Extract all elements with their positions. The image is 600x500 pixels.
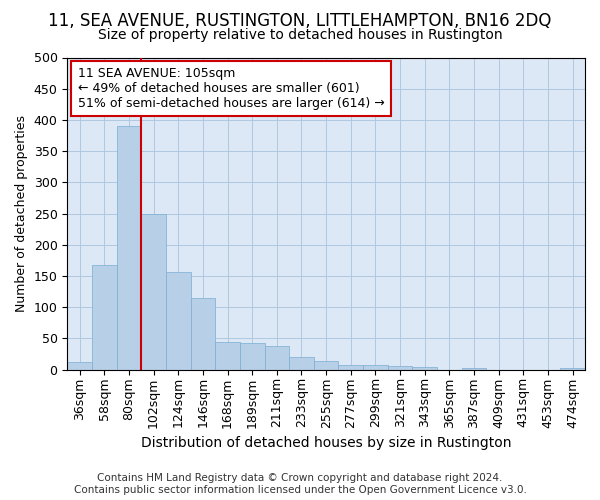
- Bar: [141, 214, 166, 370]
- Bar: [314, 361, 338, 370]
- Y-axis label: Number of detached properties: Number of detached properties: [15, 115, 28, 312]
- Bar: [191, 298, 215, 370]
- Bar: [560, 368, 585, 370]
- Bar: [240, 344, 265, 369]
- Bar: [215, 342, 240, 369]
- Bar: [338, 364, 363, 370]
- Bar: [289, 357, 314, 370]
- Bar: [388, 366, 412, 370]
- Text: 11 SEA AVENUE: 105sqm
← 49% of detached houses are smaller (601)
51% of semi-det: 11 SEA AVENUE: 105sqm ← 49% of detached …: [77, 67, 385, 110]
- Bar: [67, 362, 92, 370]
- Bar: [166, 272, 191, 370]
- X-axis label: Distribution of detached houses by size in Rustington: Distribution of detached houses by size …: [141, 436, 511, 450]
- Bar: [116, 126, 141, 370]
- Bar: [265, 346, 289, 370]
- Text: 11, SEA AVENUE, RUSTINGTON, LITTLEHAMPTON, BN16 2DQ: 11, SEA AVENUE, RUSTINGTON, LITTLEHAMPTO…: [49, 12, 551, 30]
- Text: Size of property relative to detached houses in Rustington: Size of property relative to detached ho…: [98, 28, 502, 42]
- Text: Contains HM Land Registry data © Crown copyright and database right 2024.
Contai: Contains HM Land Registry data © Crown c…: [74, 474, 526, 495]
- Bar: [92, 266, 116, 370]
- Bar: [462, 368, 487, 370]
- Bar: [363, 365, 388, 370]
- Bar: [412, 367, 437, 370]
